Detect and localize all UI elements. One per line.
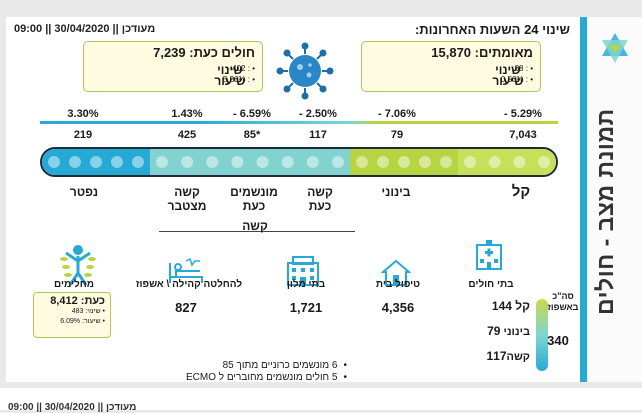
label-ventilated: מונשמים כעת bbox=[230, 185, 278, 213]
hospital-scale-bar bbox=[536, 299, 548, 371]
sick-now-main: חולים כעת: 7,239 bbox=[153, 45, 255, 60]
label-community-decision: להחלטה קהילה \ אשפוז bbox=[135, 279, 243, 290]
count-ventilated: 85* bbox=[243, 129, 261, 141]
seg-moderate bbox=[350, 149, 458, 175]
virus-icon bbox=[276, 42, 334, 100]
label-severe-now: קשה כעת bbox=[307, 185, 333, 213]
confirmed-main: מאומתים: 15,870 bbox=[431, 45, 533, 60]
next-card-timestamp: מעודכן || 30/04/2020 || 09:00 bbox=[8, 402, 137, 413]
note-item: 6 מונשמים כרוניים מתוך 85 bbox=[186, 360, 347, 372]
value-hotels: 1,721 bbox=[289, 300, 323, 315]
note-item: 5 חולים מונשמים מחוברים ל ECMO bbox=[186, 372, 347, 384]
sidebar: תמונת מצב - חולים bbox=[580, 17, 642, 382]
severity-bar bbox=[40, 147, 558, 177]
star-of-david-logo-icon bbox=[602, 33, 628, 63]
recovered-box: כעת: 8,412 • שינוי: 483 • שיעור: 6.09% bbox=[33, 292, 111, 338]
status-card: תמונת מצב - חולים מעודכן || 30/04/2020 |… bbox=[6, 17, 642, 384]
gradient-divider bbox=[40, 121, 558, 124]
label-recovered: מחלימים bbox=[53, 279, 95, 290]
pct-mild: - 5.29% bbox=[504, 108, 542, 120]
severe-group-line bbox=[159, 231, 355, 232]
notes-list: 6 מונשמים כרוניים מתוך 85 5 חולים מונשמי… bbox=[186, 360, 347, 384]
pct-severe-now: - 2.50% bbox=[299, 108, 337, 120]
next-card-peek: מעודכן || 30/04/2020 || 09:00 bbox=[0, 388, 642, 413]
count-mild: 7,043 bbox=[509, 129, 537, 141]
severe-group-label: קשה bbox=[242, 219, 268, 233]
count-moderate: 79 bbox=[390, 129, 404, 141]
hospital-icon bbox=[476, 240, 502, 270]
confirmed-change-row: • שינוי: 88 bbox=[495, 63, 533, 77]
confirmed-box: מאומתים: 15,870 • שינוי: 88 • שיעור: 0.5… bbox=[361, 41, 541, 92]
confirmed-rate-row: • שיעור: 0.56% bbox=[492, 74, 533, 88]
value-home-care: 4,356 bbox=[381, 300, 415, 315]
recovered-change-row: • שינוי: 483 bbox=[71, 308, 105, 315]
recovered-main: כעת: 8,412 bbox=[50, 295, 105, 307]
pct-moderate: - 7.06% bbox=[378, 108, 416, 120]
count-severe-cumulative: 425 bbox=[177, 129, 197, 141]
hosp-total-value: 340 bbox=[547, 333, 569, 348]
house-icon bbox=[381, 259, 411, 286]
label-home-care: טיפול בית bbox=[375, 279, 421, 290]
sick-now-box: חולים כעת: 7,239 • שינוי: 402 - • שיעור:… bbox=[83, 41, 263, 92]
count-deceased: 219 bbox=[73, 129, 93, 141]
label-deceased: נפטר bbox=[69, 185, 99, 199]
hosp-moderate-row: בינוני 79 bbox=[487, 324, 530, 338]
hotel-icon bbox=[287, 256, 319, 286]
changes-title: שינוי 24 השעות האחרונות: bbox=[414, 22, 570, 37]
label-mild: קל bbox=[511, 183, 531, 200]
value-community-decision: 827 bbox=[175, 300, 197, 315]
label-hotels: בתי מלון bbox=[286, 279, 326, 290]
accent-bar bbox=[580, 17, 587, 382]
pct-ventilated: - 6.59% bbox=[233, 108, 271, 120]
count-severe-now: 117 bbox=[309, 129, 327, 141]
pct-severe-cumulative: 1.43% bbox=[171, 108, 203, 120]
hosp-mild-row: קל 144 bbox=[491, 299, 530, 313]
seg-mild bbox=[458, 149, 556, 175]
sick-rate-row: • שיעור: 5.26% - bbox=[214, 74, 255, 88]
hospital-bed-icon bbox=[169, 257, 203, 283]
pct-deceased: 3.30% bbox=[67, 108, 99, 120]
label-hospitals: בתי חולים bbox=[468, 279, 514, 290]
hosp-total-label: סה"כ באשפוז bbox=[547, 291, 579, 312]
label-severe-cumulative: קשה מצטבר bbox=[167, 185, 207, 213]
sick-change-row: • שינוי: 402 - bbox=[217, 63, 255, 77]
hosp-severe-row: קשה117 bbox=[486, 349, 530, 363]
recovered-person-icon bbox=[60, 245, 96, 286]
recovered-rate-row: • שיעור: 6.09% bbox=[60, 318, 105, 325]
sidebar-title: תמונת מצב - חולים bbox=[592, 108, 618, 316]
label-moderate: בינוני bbox=[381, 185, 411, 199]
seg-deceased bbox=[42, 149, 150, 175]
updated-timestamp: מעודכן || 30/04/2020 || 09:00 bbox=[14, 23, 156, 35]
seg-severe bbox=[150, 149, 350, 175]
